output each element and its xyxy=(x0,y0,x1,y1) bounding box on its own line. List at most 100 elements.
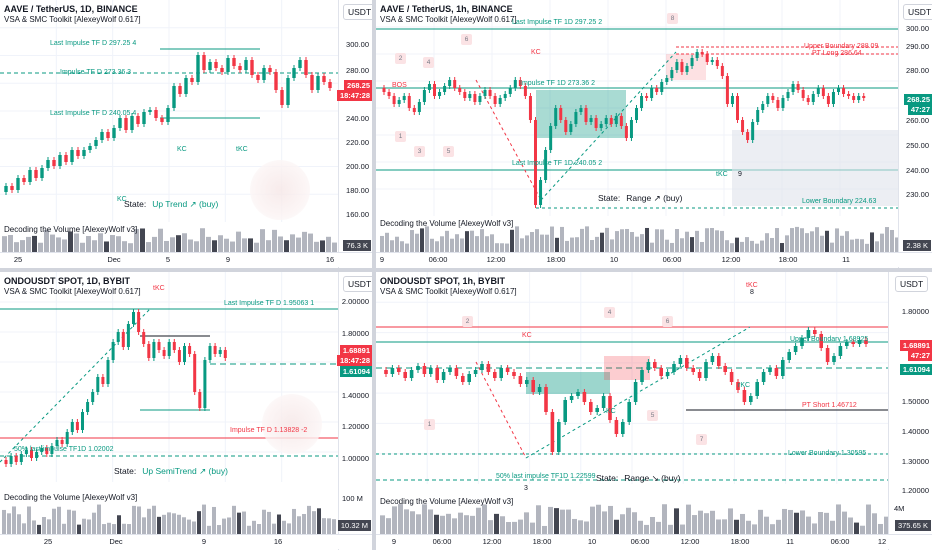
time-label: 06:00 xyxy=(428,255,448,264)
volume-indicator-title[interactable]: Decoding the Volume [AlexeyWolf v3] xyxy=(380,219,514,228)
wave-number-1: 1 xyxy=(395,131,406,142)
volume-bar xyxy=(620,514,625,534)
volume-bar xyxy=(52,508,56,534)
candle-body xyxy=(680,62,684,72)
price-tick: 1.20000 xyxy=(341,422,369,431)
currency-button[interactable]: USDT xyxy=(903,4,932,20)
kc-label: KC xyxy=(177,146,187,153)
candle-body xyxy=(65,432,69,444)
wave-number-7: 7 xyxy=(696,434,707,445)
volume-indicator-title[interactable]: Decoding the Volume [AlexeyWolf v3] xyxy=(4,493,138,502)
wolf-watermark xyxy=(262,394,322,454)
price-chart[interactable] xyxy=(0,272,372,550)
volume-bar xyxy=(470,230,474,252)
volume-scale-label: 100 M xyxy=(342,494,363,503)
volume-bar xyxy=(655,229,659,252)
candle-body xyxy=(4,186,8,192)
volume-bar xyxy=(520,238,524,252)
indicator-label[interactable]: VSA & SMC Toolkit [AlexeyWolf 0.617] xyxy=(380,287,517,296)
candle-body xyxy=(429,368,433,374)
indicator-label[interactable]: VSA & SMC Toolkit [AlexeyWolf 0.617] xyxy=(4,287,141,296)
candle-body xyxy=(640,96,644,108)
volume-bar xyxy=(722,519,727,534)
volume-bar xyxy=(615,231,619,252)
volume-bar xyxy=(170,237,175,252)
indicator-label[interactable]: VSA & SMC Toolkit [AlexeyWolf 0.617] xyxy=(4,15,141,24)
candle-body xyxy=(30,450,33,458)
candle-body xyxy=(148,110,152,112)
price-axis[interactable]: USDT 300.00 280.00 240.00 220.00 200.00 … xyxy=(336,0,372,268)
tkc-label: tKC xyxy=(153,285,165,292)
chart-panel-ondo-1d[interactable]: ONDOUSDT SPOT, 1D, BYBIT VSA & SMC Toolk… xyxy=(0,272,372,550)
volume-bar xyxy=(410,511,415,534)
time-axis[interactable]: 25 Dec 5 9 16 xyxy=(0,252,372,267)
volume-bar xyxy=(26,236,31,252)
last-impulse-low-label: Last Impulse TF 1D 240.05 2 xyxy=(512,160,603,167)
currency-button[interactable]: USDT xyxy=(343,276,372,292)
volume-bar xyxy=(302,231,307,252)
last-impulse-label: Last Impulse TF D 297.25 4 xyxy=(50,40,137,47)
time-axis[interactable]: 25 Dec 9 16 xyxy=(0,534,372,549)
time-axis[interactable]: 9 06:00 12:00 18:00 10 06:00 12:00 18:00… xyxy=(376,252,932,267)
wave-number-4: 4 xyxy=(604,307,615,318)
candle-body xyxy=(627,402,631,422)
chart-panel-ondo-1h[interactable]: ONDOUSDT SPOT, 1h, BYBIT VSA & SMC Toolk… xyxy=(376,272,932,550)
volume-bar xyxy=(440,515,445,534)
volume-bar xyxy=(605,227,609,252)
candle-body xyxy=(825,348,830,362)
volume-bar xyxy=(825,230,829,252)
chart-panel-aave-1h[interactable]: AAVE / TetherUS, 1h, BINANCE VSA & SMC T… xyxy=(376,0,932,268)
price-chart[interactable] xyxy=(376,272,932,550)
price-chart[interactable] xyxy=(376,0,932,268)
candle-body xyxy=(45,448,49,454)
volume-bar xyxy=(134,228,139,252)
volume-bar xyxy=(698,510,703,534)
volume-bar xyxy=(27,506,31,534)
currency-button[interactable]: USDT xyxy=(895,276,929,292)
current-price-tag: 268.25 xyxy=(904,94,932,105)
time-label: 06:00 xyxy=(630,537,650,546)
indicator-label[interactable]: VSA & SMC Toolkit [AlexeyWolf 0.617] xyxy=(380,15,517,24)
candle-body xyxy=(118,118,122,128)
volume-bar xyxy=(266,240,271,252)
candle-body xyxy=(75,422,79,430)
last-impulse-label: Last Impulse TF D 1.95063 1 xyxy=(224,300,315,307)
candle-body xyxy=(837,88,840,92)
time-label: 16 xyxy=(325,255,335,264)
price-axis[interactable]: USDT 2.00000 1.80000 1.40000 1.20000 1.0… xyxy=(336,272,372,550)
candle-body xyxy=(791,84,795,92)
wave-number-6: 6 xyxy=(461,34,472,45)
price-chart[interactable] xyxy=(0,0,372,268)
candle-body xyxy=(142,332,146,344)
candle-body xyxy=(121,332,125,347)
chart-panel-aave-1d[interactable]: AAVE / TetherUS, 1D, BINANCE VSA & SMC T… xyxy=(0,0,372,268)
time-axis[interactable]: 9 06:00 12:00 18:00 10 06:00 12:00 18:00… xyxy=(376,534,932,549)
price-axis[interactable]: USDT 300.00 290.00 280.00 260.00 250.00 … xyxy=(898,0,932,268)
volume-indicator-title[interactable]: Decoding the Volume [AlexeyWolf v3] xyxy=(4,225,138,234)
candle-body xyxy=(486,364,491,372)
candle-body xyxy=(10,186,14,190)
volume-bar xyxy=(680,238,684,252)
panel-divider-vertical[interactable] xyxy=(372,0,376,550)
candle-body xyxy=(518,376,523,384)
volume-indicator-title[interactable]: Decoding the Volume [AlexeyWolf v3] xyxy=(380,497,514,506)
volume-bar xyxy=(695,230,699,252)
panel-divider-horizontal[interactable] xyxy=(0,268,932,272)
candle-body xyxy=(816,88,820,94)
candle-body xyxy=(9,456,13,464)
candle-body xyxy=(746,132,750,140)
volume-bar xyxy=(815,227,819,252)
wave-number-1: 1 xyxy=(424,419,435,430)
candle-body xyxy=(14,456,18,462)
volume-bar xyxy=(745,237,749,252)
candle-body xyxy=(512,372,516,376)
volume-bar xyxy=(782,508,787,534)
candle-body xyxy=(595,408,599,412)
candle-body xyxy=(774,368,779,376)
volume-bar xyxy=(87,519,91,534)
last-impulse-label: Last Impulse TF 1D 297.25 2 xyxy=(512,19,603,26)
price-axis[interactable]: USDT 1.80000 1.50000 1.40000 1.30000 1.2… xyxy=(888,272,932,550)
volume-bar xyxy=(386,518,391,534)
volume-bar xyxy=(272,229,277,252)
currency-button[interactable]: USDT xyxy=(343,4,372,20)
